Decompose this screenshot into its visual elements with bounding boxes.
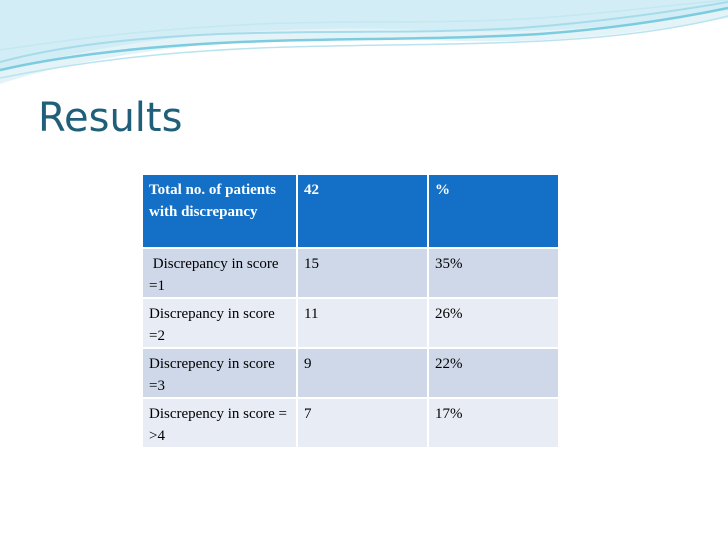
- table-row: Discrepency in score = >4 7 17%: [143, 399, 558, 449]
- row-count-cell: 7: [298, 399, 429, 449]
- table-row: Discrepancy in score =2 11 26%: [143, 299, 558, 349]
- row-count-cell: 9: [298, 349, 429, 399]
- row-count-cell: 15: [298, 249, 429, 299]
- row-label-cell: Discrepancy in score =2: [143, 299, 298, 349]
- header-cell-label: Total no. of patients with discrepancy: [143, 175, 298, 249]
- row-count-cell: 11: [298, 299, 429, 349]
- header-cell-percent: %: [429, 175, 558, 249]
- row-percent-cell: 17%: [429, 399, 558, 449]
- table-row: Discrepancy in score =1 15 35%: [143, 249, 558, 299]
- table-header-row: Total no. of patients with discrepancy 4…: [143, 175, 558, 249]
- wave-line-3: [0, 15, 728, 79]
- row-percent-cell: 26%: [429, 299, 558, 349]
- results-table: Total no. of patients with discrepancy 4…: [143, 175, 558, 449]
- slide-title: Results: [38, 95, 183, 141]
- table-row: Discrepency in score =3 9 22%: [143, 349, 558, 399]
- wave-line-4: [0, 0, 728, 51]
- row-label-cell: Discrepency in score =3: [143, 349, 298, 399]
- header-wave-decoration: [0, 0, 728, 84]
- wave-line-2: [0, 6, 728, 72]
- header-cell-count: 42: [298, 175, 429, 249]
- row-label-cell: Discrepancy in score =1: [143, 249, 298, 299]
- row-percent-cell: 22%: [429, 349, 558, 399]
- wave-line-1: [0, 1, 728, 63]
- row-label-cell: Discrepency in score = >4: [143, 399, 298, 449]
- row-percent-cell: 35%: [429, 249, 558, 299]
